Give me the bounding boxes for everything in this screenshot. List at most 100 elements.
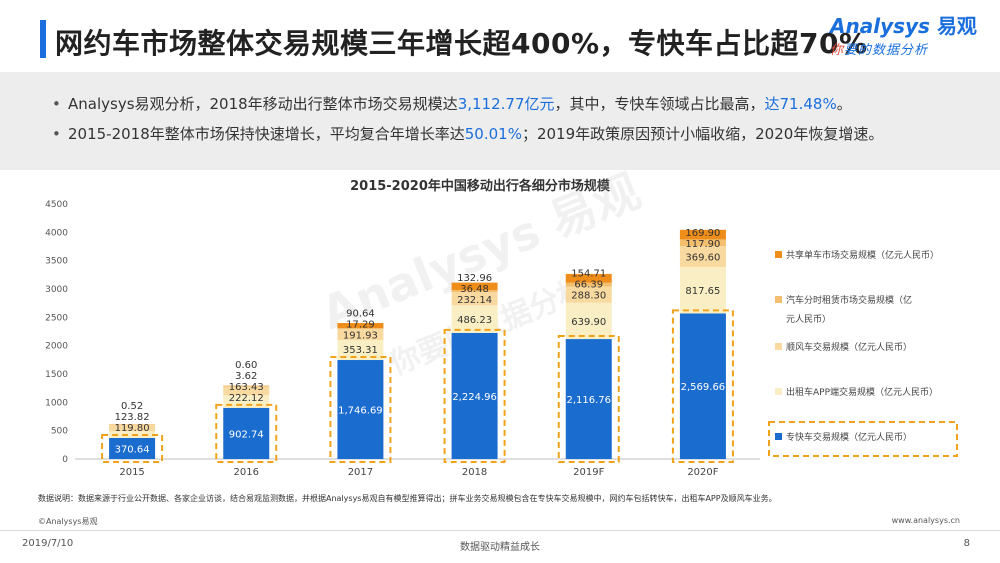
legend-label: 出租车APP端交易规模（亿元人民币） xyxy=(786,386,938,398)
bar-value-label: 0.52 xyxy=(121,401,143,412)
x-tick-label: 2019F xyxy=(573,467,604,478)
highlight-box-group xyxy=(101,309,734,464)
bar-value-label: 3.62 xyxy=(235,371,257,382)
bar-value-label: 639.90 xyxy=(571,317,606,328)
bar-segment xyxy=(565,302,612,340)
chart-title: 2015-2020年中国移动出行各细分市场规模 xyxy=(350,178,611,194)
bar-segment xyxy=(337,328,384,330)
bar-highlight-box xyxy=(329,356,392,464)
title-accent-bar xyxy=(40,20,46,58)
bar-segment xyxy=(451,292,498,306)
x-tick-label: 2018 xyxy=(462,467,487,478)
bar-value-label: 1,746.69 xyxy=(338,406,383,417)
bar-value-label: 2,116.76 xyxy=(566,395,611,406)
bar-value-label: 232.14 xyxy=(457,295,492,306)
logo-brand-cn: 易观 xyxy=(936,14,977,38)
bar-segment xyxy=(109,437,156,459)
y-tick-label: 4000 xyxy=(45,228,68,238)
bar-highlight-box xyxy=(101,433,164,464)
page-title: 网约车市场整体交易规模三年增长超400%，专快车占比超70% xyxy=(55,27,868,60)
bar-segment xyxy=(109,424,156,432)
y-tick-label: 1500 xyxy=(45,370,68,380)
bar-segment xyxy=(451,282,498,291)
bullet1-pre: Analysys易观分析，2018年移动出行整体市场交易规模达 xyxy=(68,95,458,113)
bar-segment xyxy=(679,239,726,247)
bar-segment xyxy=(679,267,726,314)
bar-value-label: 163.43 xyxy=(229,382,264,393)
bar-value-label: 36.48 xyxy=(460,284,489,295)
bar-value-label: 353.31 xyxy=(343,345,378,356)
bar-value-label: 2,224.96 xyxy=(452,392,497,403)
legend-swatch xyxy=(775,388,782,395)
bar-value-label: 222.12 xyxy=(229,393,264,404)
bar-value-label: 90.64 xyxy=(346,309,375,320)
bullet1-end: 。 xyxy=(836,95,852,113)
logo-brand: Analysys 易观 xyxy=(830,10,977,39)
bar-value-label: 902.74 xyxy=(229,429,264,440)
bar-value-label: 191.93 xyxy=(343,331,378,342)
bar-segment xyxy=(223,407,270,459)
legend-label: 共享单车市场交易规模（亿元人民币） xyxy=(786,249,939,261)
bar-segment xyxy=(451,290,498,293)
bullet2-end: ；2019年政策原因预计小幅收缩，2020年恢复增速。 xyxy=(521,125,884,143)
bar-segment xyxy=(337,323,384,329)
y-tick-label: 3000 xyxy=(45,285,68,295)
bar-value-label: 119.80 xyxy=(115,423,150,434)
legend-label: 元人民币） xyxy=(786,314,831,325)
bar-value-label: 154.71 xyxy=(571,269,606,280)
chart-legend: 共享单车市场交易规模（亿元人民币） 汽车分时租赁市场交易规模（亿元人民币） 顺风车交… xyxy=(768,249,958,457)
legend-label: 汽车分时租赁市场交易规模（亿 xyxy=(786,294,912,306)
bullet2-pre: 2015-2018年整体市场保持快速增长，平均复合年增长率达 xyxy=(68,125,465,143)
bar-value-label: 817.65 xyxy=(685,286,720,297)
bar-value-label: 288.30 xyxy=(571,291,606,302)
summary-bullet-2: 2015-2018年整体市场保持快速增长，平均复合年增长率达50.01%；201… xyxy=(52,119,1000,149)
bar-segment xyxy=(337,360,384,459)
bar-segment xyxy=(565,282,612,287)
website: www.analysys.cn xyxy=(891,516,960,525)
y-tick-label: 1000 xyxy=(45,398,68,408)
bar-value-label: 0.60 xyxy=(235,360,257,371)
bullet1-highlight-share: 达71.48% xyxy=(764,95,837,113)
bar-highlight-box xyxy=(557,335,620,463)
legend-swatch xyxy=(775,251,782,258)
bar-value-label: 2,569.66 xyxy=(681,382,726,393)
summary-panel: Analysys易观分析，2018年移动出行整体市场交易规模达3,112.77亿… xyxy=(0,72,1000,170)
footer-slogan: 数据驱动精益成长 xyxy=(460,542,540,553)
legend-swatch xyxy=(775,296,782,303)
logo-brand-rest: nalysys xyxy=(845,14,930,38)
page-number: 8 xyxy=(963,538,970,549)
bar-value-label: 169.90 xyxy=(685,228,720,239)
copyright: ©Analysys易观 xyxy=(38,517,98,526)
bar-value-label: 17.29 xyxy=(346,320,375,331)
bar-segment xyxy=(565,339,612,459)
bar-value-label: 66.39 xyxy=(574,280,603,291)
analysys-logo: Analysys 易观 你要的数据分析 xyxy=(830,10,977,66)
bar-highlight-box xyxy=(671,309,734,463)
legend-label: 顺风车交易规模（亿元人民币） xyxy=(786,341,912,353)
logo-tagline-first: 你 xyxy=(830,43,845,58)
bar-highlight-box xyxy=(215,403,278,463)
x-tick-label: 2016 xyxy=(234,467,259,478)
bar-segment xyxy=(223,385,270,396)
y-tick-label: 2000 xyxy=(45,342,68,352)
bullet2-highlight-cagr: 50.01% xyxy=(464,125,522,143)
legend-highlight-box xyxy=(768,421,958,457)
logo-brand-initial: A xyxy=(830,14,846,38)
footer-date: 2019/7/10 xyxy=(22,538,74,549)
y-tick-label: 500 xyxy=(51,427,68,437)
bar-value-label: 123.82 xyxy=(115,412,150,423)
bar-value-label: 486.23 xyxy=(457,315,492,326)
bar-segment xyxy=(679,229,726,240)
legend-swatch xyxy=(775,343,782,350)
x-tick-label: 2017 xyxy=(348,467,373,478)
bar-value-label: 132.96 xyxy=(457,273,492,284)
x-tick-label: 2020F xyxy=(687,467,718,478)
bar-segment xyxy=(679,246,726,268)
bar-segment xyxy=(451,305,498,333)
legend-label: 专快车交易规模（亿元人民币） xyxy=(786,431,912,443)
bar-value-label: 369.60 xyxy=(685,253,720,264)
bar-value-label: 370.64 xyxy=(115,444,150,455)
bar-segment xyxy=(565,273,612,283)
logo-tagline: 你要的数据分析 xyxy=(830,39,970,58)
